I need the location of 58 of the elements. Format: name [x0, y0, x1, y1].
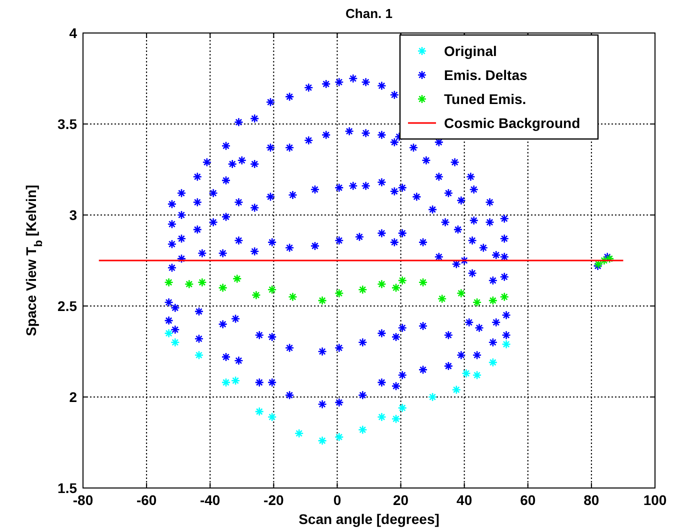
point [318, 296, 327, 306]
legend-label: Original [444, 43, 497, 59]
point [252, 290, 261, 300]
x-tick-label: -20 [264, 492, 284, 508]
point [334, 288, 344, 298]
chart-title: Chan. 1 [346, 6, 392, 21]
point [391, 283, 401, 292]
point [488, 358, 498, 368]
point [267, 284, 277, 294]
point [452, 385, 462, 394]
legend-label: Tuned Emis. [444, 91, 526, 107]
point [294, 428, 304, 438]
x-tick-label: 0 [333, 492, 342, 508]
y-tick-label: 3 [69, 207, 78, 223]
point [254, 406, 264, 416]
point [164, 278, 174, 287]
point [391, 414, 401, 424]
point [358, 284, 368, 294]
x-tick-label: -40 [200, 492, 220, 508]
point [437, 294, 447, 304]
x-tick-label: 20 [392, 492, 409, 508]
point [358, 425, 368, 434]
point [198, 278, 207, 287]
point [456, 288, 466, 298]
point [500, 292, 510, 302]
point [488, 296, 498, 306]
y-tick-label: 4 [69, 25, 78, 41]
point [472, 298, 482, 308]
x-tick-label: 100 [643, 492, 667, 508]
point [377, 280, 386, 289]
point [218, 283, 228, 292]
x-axis-title: Scan angle [degrees] [298, 511, 440, 527]
point [164, 328, 174, 338]
point [318, 436, 327, 446]
legend-label: Cosmic Background [444, 115, 580, 131]
point [462, 368, 471, 378]
x-tick-label: 60 [520, 492, 536, 508]
x-tick-label: 80 [584, 492, 600, 508]
point [377, 412, 386, 422]
point [288, 292, 298, 302]
point [398, 403, 408, 413]
point [472, 370, 482, 380]
point [334, 432, 344, 442]
y-tick-label: 2.5 [58, 298, 78, 314]
legend-label: Emis. Deltas [444, 67, 528, 83]
point [428, 392, 438, 402]
point [232, 274, 242, 284]
point [502, 340, 511, 349]
point [184, 280, 194, 289]
y-tick-label: 3.5 [58, 116, 78, 132]
x-tick-label: -60 [136, 492, 157, 508]
point [194, 350, 204, 360]
y-tick-label: 2 [69, 389, 78, 405]
point [267, 412, 277, 422]
x-tick-label: 40 [456, 492, 472, 508]
point [170, 338, 180, 348]
point [398, 276, 408, 286]
point [418, 278, 428, 287]
